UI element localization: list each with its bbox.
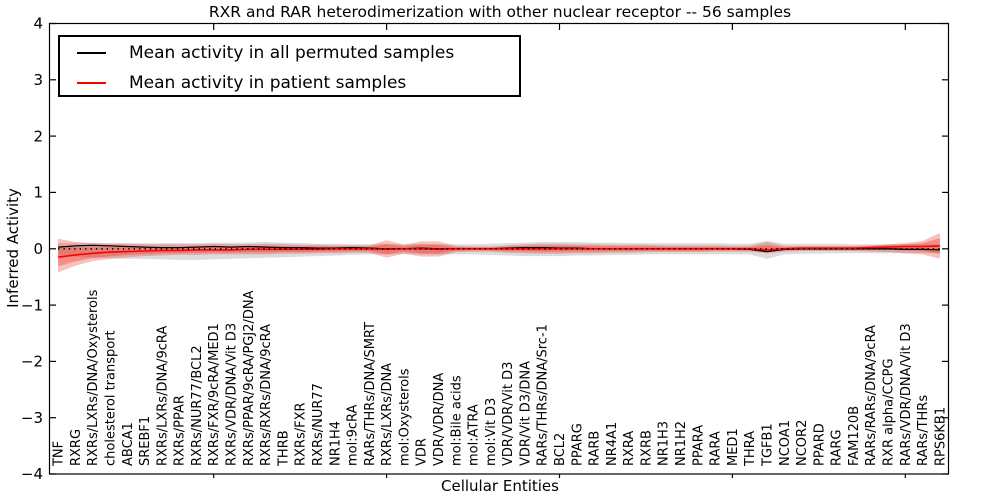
svg-text:TNF: TNF	[52, 441, 67, 467]
patient-band-outer	[58, 233, 940, 273]
svg-text:NR1H2: NR1H2	[674, 421, 689, 466]
legend-label-patient: Mean activity in patient samples	[129, 72, 407, 93]
svg-text:mol:Oxysterols: mol:Oxysterols	[397, 368, 412, 466]
svg-text:0: 0	[33, 240, 43, 258]
svg-text:VDR/VDR/Vit D3: VDR/VDR/Vit D3	[501, 362, 516, 466]
svg-text:NCOA1: NCOA1	[778, 420, 793, 466]
svg-text:RXRs/RXRs/DNA/9cRA: RXRs/RXRs/DNA/9cRA	[259, 324, 274, 466]
svg-text:RXRs/LXRs/DNA/9cRA: RXRs/LXRs/DNA/9cRA	[155, 326, 170, 466]
svg-text:RARG: RARG	[830, 429, 845, 466]
svg-text:RARs/RARs/DNA/9cRA: RARs/RARs/DNA/9cRA	[864, 325, 879, 466]
svg-text:RXRs/PPAR/9cRA/PGJ2/DNA: RXRs/PPAR/9cRA/PGJ2/DNA	[242, 290, 257, 466]
svg-text:NR4A1: NR4A1	[605, 422, 620, 466]
svg-text:RXRA: RXRA	[622, 431, 637, 466]
axis-ticks	[49, 22, 949, 478]
svg-text:mol:ATRA: mol:ATRA	[467, 404, 482, 466]
svg-text:−4: −4	[21, 465, 43, 483]
svg-text:BCL2: BCL2	[553, 433, 568, 466]
svg-text:−1: −1	[21, 296, 43, 314]
svg-text:mol:Vit D3: mol:Vit D3	[484, 398, 499, 466]
patient-line-icon	[77, 81, 106, 84]
svg-text:RARA: RARA	[709, 431, 724, 466]
svg-text:ABCA1: ABCA1	[121, 422, 136, 466]
svg-text:RXRs/NUR77/BCL2: RXRs/NUR77/BCL2	[190, 345, 205, 466]
svg-text:−3: −3	[21, 409, 43, 427]
svg-text:NR1H3: NR1H3	[657, 421, 672, 466]
legend-item-patient: Mean activity in patient samples	[60, 68, 519, 97]
svg-text:−2: −2	[21, 353, 43, 371]
legend: Mean activity in all permuted samples Me…	[58, 35, 521, 97]
svg-text:mol:9cRA: mol:9cRA	[346, 404, 361, 466]
svg-text:PPARD: PPARD	[812, 423, 827, 466]
svg-text:mol:Bile acids: mol:Bile acids	[449, 375, 464, 466]
permuted-line-icon	[77, 51, 106, 54]
svg-text:2: 2	[33, 127, 43, 145]
svg-text:MED1: MED1	[726, 428, 741, 466]
svg-text:RXRs/PPAR: RXRs/PPAR	[173, 395, 188, 466]
svg-text:VDR: VDR	[415, 438, 430, 466]
svg-text:THRB: THRB	[276, 430, 291, 467]
svg-text:RXRs/VDR/DNA/Vit D3: RXRs/VDR/DNA/Vit D3	[225, 323, 240, 466]
svg-text:NR1H4: NR1H4	[328, 421, 343, 466]
y-axis-title: Inferred Activity	[4, 188, 22, 308]
svg-text:RXR alpha/CCPG: RXR alpha/CCPG	[882, 358, 897, 466]
svg-text:TGFB1: TGFB1	[761, 423, 776, 467]
x-tick-labels: TNF RXRG RXRs/LXRs/DNA/Oxysterols cholester…	[52, 289, 949, 467]
svg-text:1: 1	[33, 184, 43, 202]
svg-text:VDR/VDR/DNA: VDR/VDR/DNA	[432, 373, 447, 466]
legend-item-permuted: Mean activity in all permuted samples	[60, 38, 519, 67]
svg-text:THRA: THRA	[743, 431, 758, 467]
svg-text:RARs/VDR/DNA/Vit D3: RARs/VDR/DNA/Vit D3	[899, 323, 914, 466]
chart-title: RXR and RAR heterodimerization with othe…	[208, 3, 792, 21]
permuted-band	[58, 240, 940, 260]
svg-text:NCOR2: NCOR2	[795, 420, 810, 466]
patient-band-inner	[58, 238, 940, 267]
svg-text:RXRs/FXR/9cRA/MED1: RXRs/FXR/9cRA/MED1	[207, 323, 222, 466]
svg-text:RARs/THRs/DNA/SMRT: RARs/THRs/DNA/SMRT	[363, 322, 378, 466]
svg-text:SREBF1: SREBF1	[138, 416, 153, 466]
uncertainty-bands	[58, 233, 940, 273]
svg-text:RARs/THRs: RARs/THRs	[916, 395, 931, 466]
svg-text:3: 3	[33, 71, 43, 89]
svg-text:RXRs/LXRs/DNA: RXRs/LXRs/DNA	[380, 363, 395, 466]
y-tick-labels: 4 3 2 1 0 −1 −2 −3 −4	[21, 15, 43, 484]
svg-text:4: 4	[33, 15, 43, 33]
svg-text:VDR/Vit D3/DNA: VDR/Vit D3/DNA	[518, 361, 533, 466]
svg-text:cholesterol transport: cholesterol transport	[104, 330, 119, 466]
svg-text:RARB: RARB	[588, 431, 603, 466]
x-axis-title: Cellular Entities	[441, 477, 559, 495]
svg-text:RARs/THRs/DNA/Src-1: RARs/THRs/DNA/Src-1	[536, 324, 551, 466]
legend-label-permuted: Mean activity in all permuted samples	[129, 42, 455, 63]
svg-text:RXRB: RXRB	[640, 430, 655, 466]
svg-text:PPARA: PPARA	[691, 425, 706, 466]
svg-text:RXRG: RXRG	[69, 429, 84, 466]
svg-text:RXRs/FXR: RXRs/FXR	[294, 402, 309, 466]
svg-text:RXRs/LXRs/DNA/Oxysterols: RXRs/LXRs/DNA/Oxysterols	[86, 289, 101, 466]
svg-text:FAM120B: FAM120B	[847, 406, 862, 466]
svg-text:RXRs/NUR77: RXRs/NUR77	[311, 383, 326, 466]
svg-text:RPS6KB1: RPS6KB1	[933, 407, 948, 466]
svg-text:PPARG: PPARG	[570, 423, 585, 466]
